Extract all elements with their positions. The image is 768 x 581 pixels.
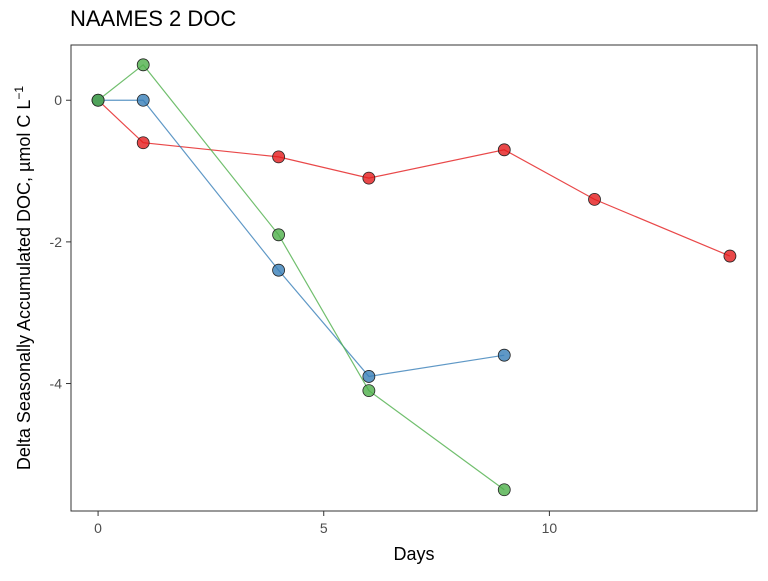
- plot-panel-border: [70, 44, 758, 512]
- series-line-1: [97, 99, 731, 257]
- series-1-point: [362, 171, 376, 185]
- y-tick-label: -4: [50, 376, 63, 392]
- x-axis-label: Days: [393, 544, 434, 564]
- series-3-point: [91, 93, 105, 107]
- series-3-point: [272, 228, 286, 242]
- series-1-point: [497, 143, 511, 157]
- y-tick-label: -2: [50, 234, 63, 250]
- series-1-point: [272, 150, 286, 164]
- series-2-point: [136, 93, 150, 107]
- x-tick-label: 0: [94, 520, 102, 536]
- y-axis-label: Delta Seasonally Accumulated DOC, µmol C…: [12, 86, 34, 471]
- series-3-point: [136, 58, 150, 72]
- series-2-point: [497, 348, 511, 362]
- y-tick-label: 0: [54, 92, 62, 108]
- series-1-point: [588, 192, 601, 206]
- series-line-2: [98, 99, 505, 378]
- series-line-3: [97, 63, 505, 491]
- chart-title: NAAMES 2 DOC: [70, 6, 237, 31]
- series-2-point: [272, 263, 286, 277]
- x-tick-label: 10: [542, 520, 558, 536]
- series-2-point: [362, 370, 376, 383]
- series-3-point: [362, 384, 376, 398]
- series-1-point: [723, 249, 737, 263]
- series-1-point: [136, 136, 150, 150]
- x-tick-label: 5: [320, 520, 328, 536]
- series-3-point: [497, 483, 511, 497]
